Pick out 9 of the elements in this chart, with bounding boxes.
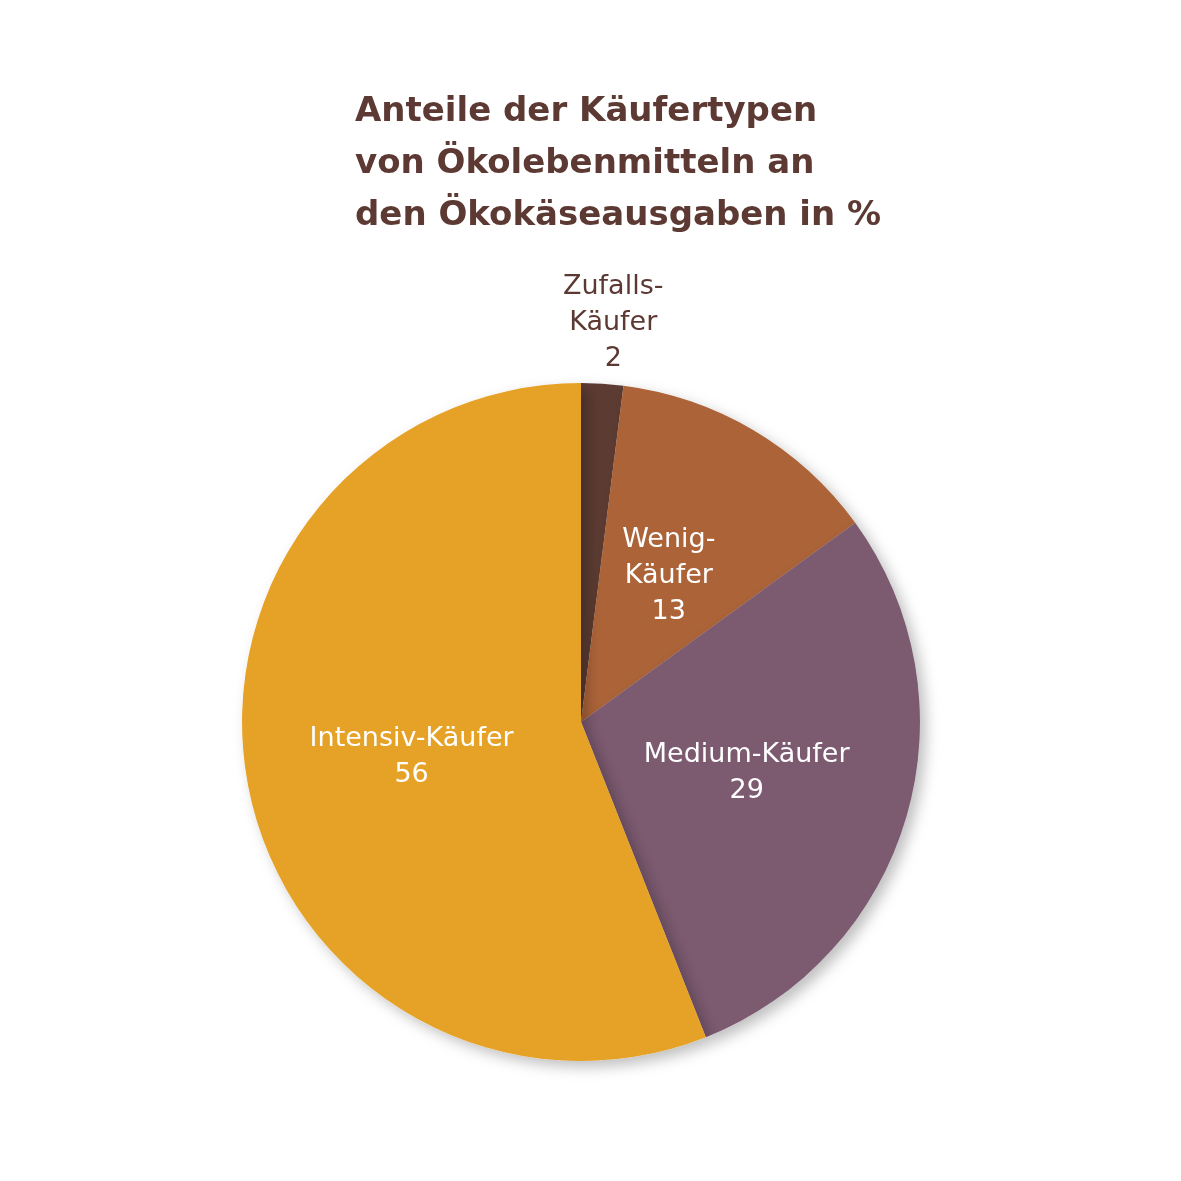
chart-title: Anteile der Käufertypen von Ökolebenmitteln an den Ökokäseausgaben in % xyxy=(355,89,882,233)
slice-label: Medium-Käufer xyxy=(643,736,851,768)
slice-label: Zufalls- Käufer xyxy=(562,269,664,337)
slice-label: Wenig- Käufer xyxy=(622,522,716,590)
data-label: 56 xyxy=(394,756,429,788)
data-label: 29 xyxy=(729,772,764,804)
data-label: 13 xyxy=(651,594,686,626)
slice-label: Intensiv-Käufer xyxy=(309,720,515,752)
data-label: 2 xyxy=(604,341,622,373)
